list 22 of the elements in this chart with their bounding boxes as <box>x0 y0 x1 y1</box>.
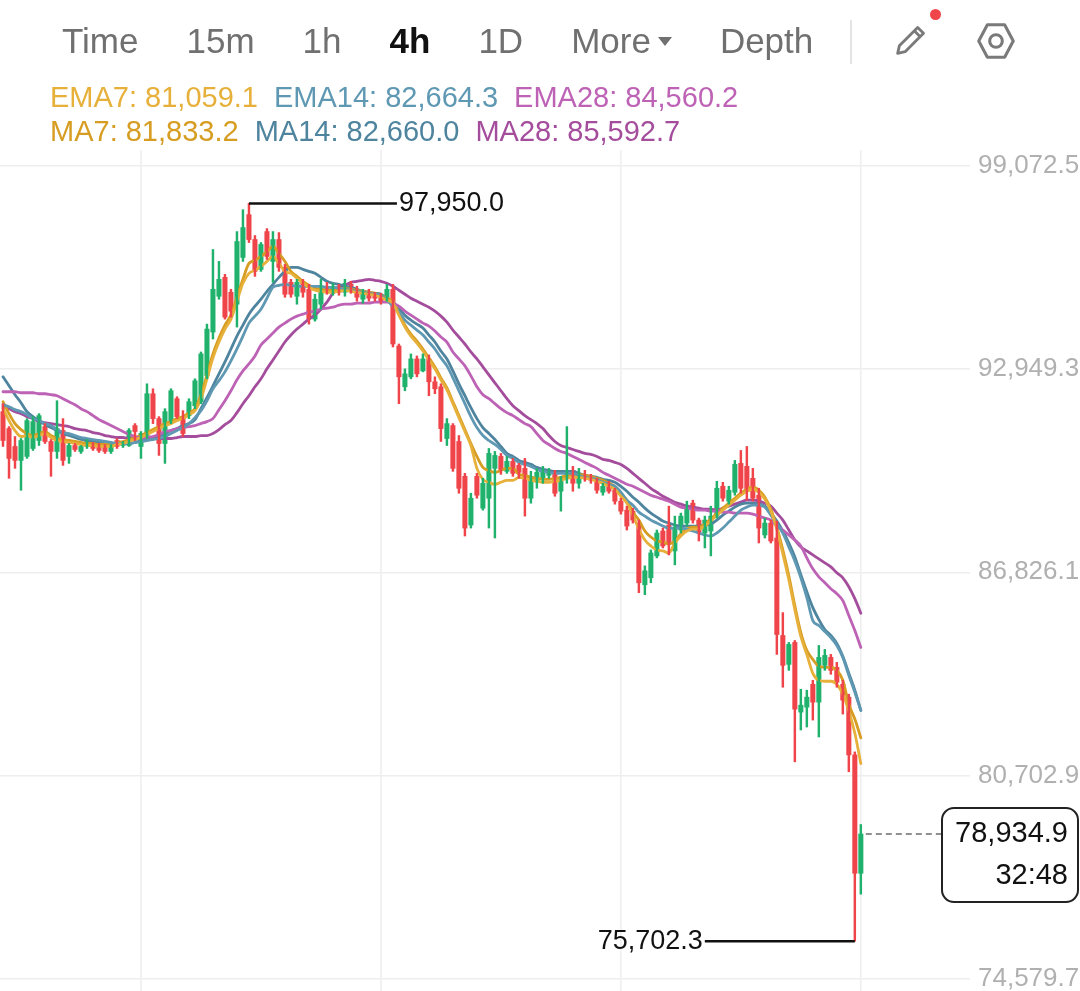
text: MA14: 82,660.0 <box>254 114 460 148</box>
text: 32:48 <box>995 857 1068 890</box>
annotation: 75,702.3 <box>597 924 703 955</box>
y-tick-label: 80,702.9 <box>978 758 1080 789</box>
text: 4h <box>389 21 431 61</box>
text: 1h <box>302 21 342 61</box>
text: EMA28: 84,560.2 <box>514 80 739 114</box>
text: 15m <box>186 21 255 61</box>
y-tick-label: 74,579.7 <box>978 961 1080 991</box>
text: Depth <box>719 21 814 61</box>
y-tick-label: 86,826.1 <box>978 555 1080 586</box>
y-tick-label: 92,949.3 <box>978 352 1080 383</box>
text: EMA14: 82,664.3 <box>273 80 499 114</box>
text: MA28: 85,592.7 <box>475 114 681 148</box>
text: Time <box>62 21 139 61</box>
annotation: 97,950.0 <box>398 186 505 217</box>
text: EMA7: 81,059.1 <box>50 80 258 114</box>
text: MA7: 81,833.2 <box>50 114 239 148</box>
text: More <box>571 21 651 61</box>
text: 1D <box>478 21 524 61</box>
text: 78,934.9 <box>955 815 1068 848</box>
y-tick-label: 99,072.5 <box>978 149 1080 180</box>
